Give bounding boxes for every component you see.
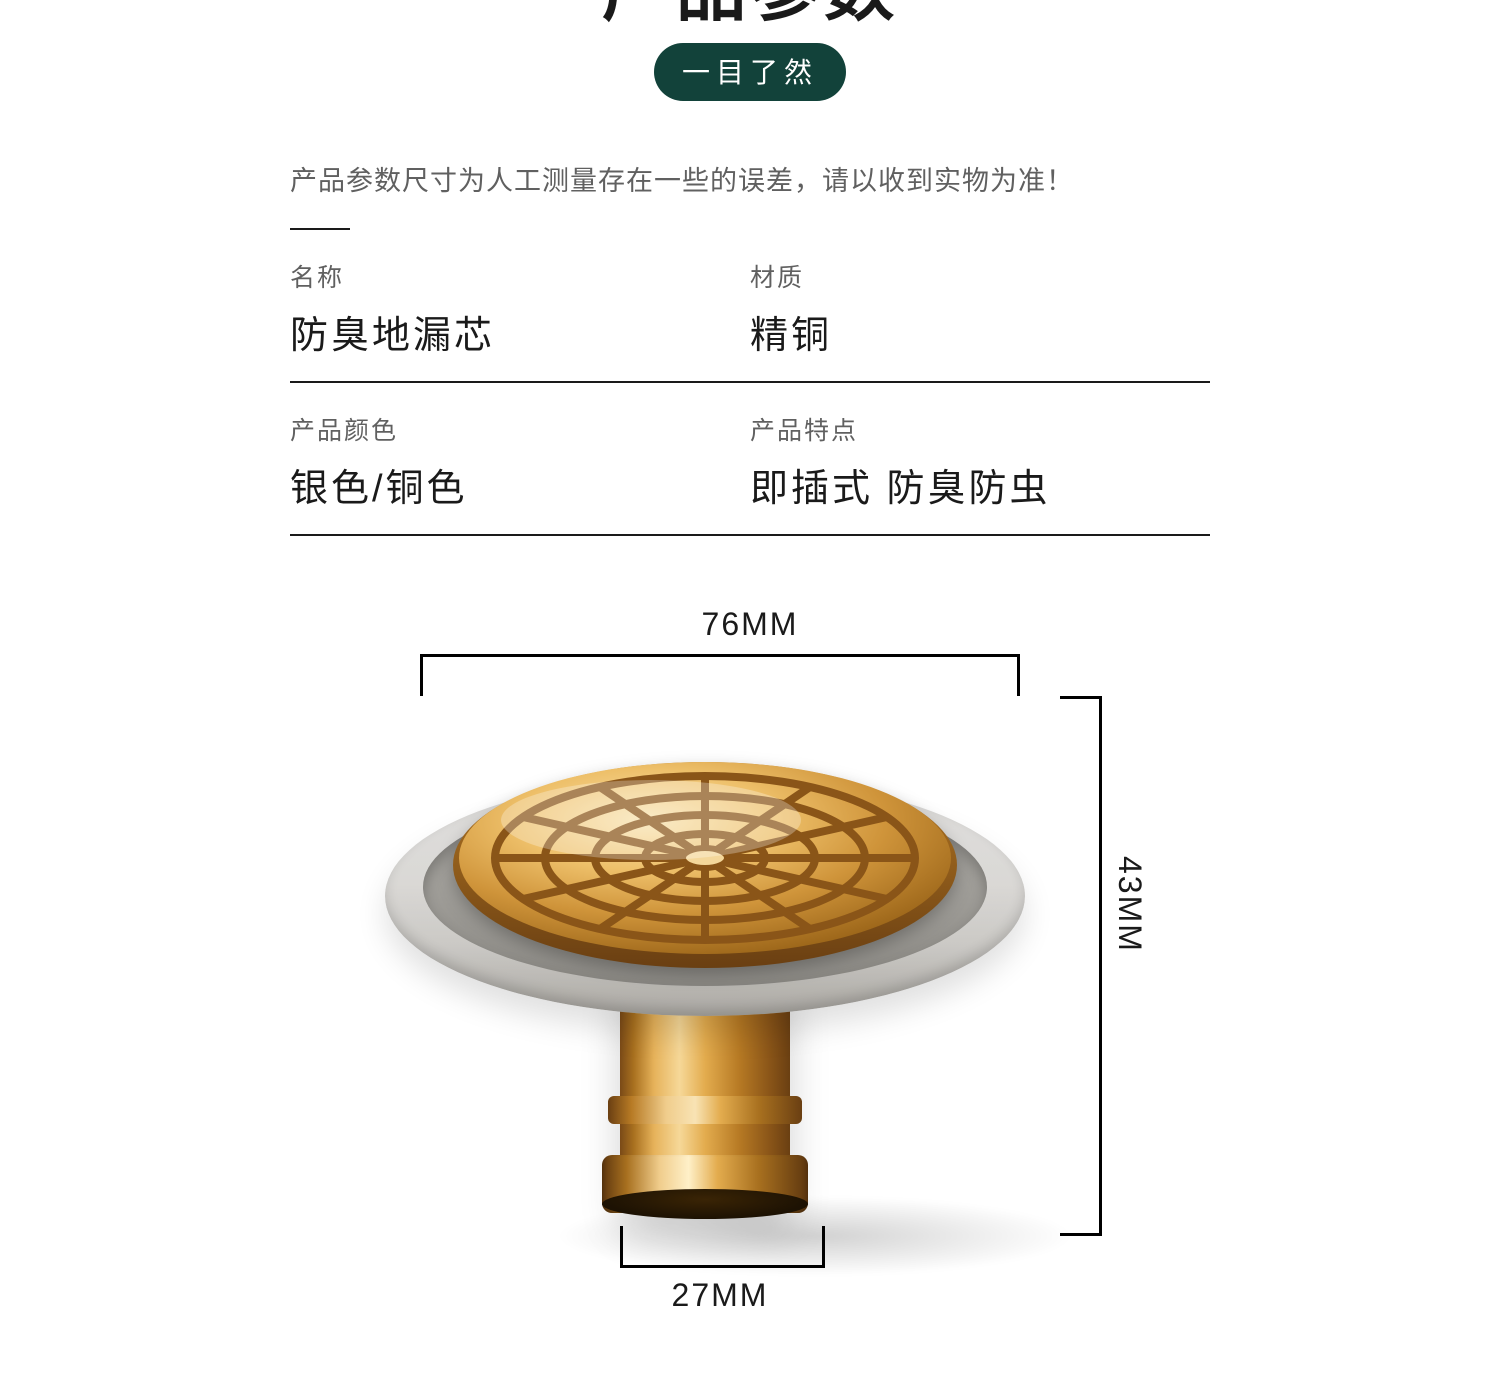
spec-value: 防臭地漏芯 (290, 304, 750, 359)
dimension-right-bracket (1060, 696, 1102, 1236)
dimension-diagram: 76MM 43MM (290, 606, 1210, 1306)
spec-row: 产品颜色 银色/铜色 产品特点 即插式 防臭防虫 (290, 383, 1210, 536)
spec-value: 即插式 防臭防虫 (750, 457, 1210, 512)
measurement-note: 产品参数尺寸为人工测量存在一些的误差，请以收到实物为准！ (290, 159, 1210, 198)
product-stem-opening (602, 1189, 808, 1219)
spec-cell: 产品特点 即插式 防臭防虫 (750, 411, 1210, 512)
spec-row: 名称 防臭地漏芯 材质 精铜 (290, 230, 1210, 383)
spec-cell: 名称 防臭地漏芯 (290, 258, 750, 359)
product-illustration (385, 696, 1025, 1236)
spec-cell: 材质 精铜 (750, 258, 1210, 359)
spec-cell: 产品颜色 银色/铜色 (290, 411, 750, 512)
dimension-top-bracket (420, 654, 1020, 696)
spec-label: 名称 (290, 258, 750, 294)
spec-value: 精铜 (750, 304, 1210, 359)
subtitle-pill: 一目了然 (654, 43, 846, 101)
product-grille (451, 760, 959, 970)
spec-table: 名称 防臭地漏芯 材质 精铜 产品颜色 银色/铜色 产品特点 即插式 防臭防虫 (290, 230, 1210, 536)
dimension-bottom-label: 27MM (260, 1277, 1180, 1314)
spec-label: 产品特点 (750, 411, 1210, 447)
page-title: 产品参数 (0, 0, 1500, 25)
dimension-top-label: 76MM (290, 606, 1210, 643)
dimension-bottom-bracket (620, 1226, 825, 1268)
spec-value: 银色/铜色 (290, 457, 750, 512)
dimension-right-label: 43MM (1111, 856, 1148, 953)
product-spec-page: 产品参数 一目了然 产品参数尺寸为人工测量存在一些的误差，请以收到实物为准！ 名… (0, 0, 1500, 1344)
spec-label: 产品颜色 (290, 411, 750, 447)
spec-label: 材质 (750, 258, 1210, 294)
